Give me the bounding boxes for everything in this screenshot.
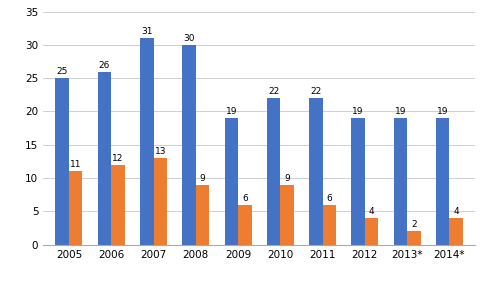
Text: 30: 30 [183, 34, 195, 43]
Text: 9: 9 [200, 174, 205, 183]
Text: 19: 19 [226, 107, 237, 116]
Bar [55, 78, 69, 245]
Text: 6: 6 [242, 194, 248, 203]
Bar [69, 171, 83, 245]
Bar [111, 165, 125, 245]
Bar [449, 218, 463, 245]
Bar [267, 98, 280, 245]
Text: 4: 4 [369, 207, 374, 216]
Text: 19: 19 [352, 107, 364, 116]
Text: 4: 4 [454, 207, 459, 216]
Bar [365, 218, 378, 245]
Bar [196, 185, 209, 245]
Bar [225, 118, 238, 245]
Bar [309, 98, 323, 245]
Bar [238, 205, 252, 245]
Text: 11: 11 [70, 160, 82, 169]
Text: 19: 19 [395, 107, 406, 116]
Bar [407, 232, 420, 245]
Text: 22: 22 [268, 87, 279, 96]
Text: 12: 12 [112, 154, 124, 163]
Bar [98, 71, 111, 245]
Text: 26: 26 [99, 60, 110, 69]
Bar [182, 45, 196, 245]
Text: 19: 19 [437, 107, 448, 116]
Text: 6: 6 [326, 194, 332, 203]
Bar [323, 205, 336, 245]
Bar [154, 158, 167, 245]
Text: 22: 22 [310, 87, 322, 96]
Text: 13: 13 [155, 147, 166, 156]
Bar [140, 38, 154, 245]
Bar [394, 118, 407, 245]
Bar [351, 118, 365, 245]
Text: 9: 9 [284, 174, 290, 183]
Bar [436, 118, 449, 245]
Bar [280, 185, 294, 245]
Text: 25: 25 [57, 67, 68, 76]
Text: 2: 2 [411, 221, 417, 230]
Text: 31: 31 [141, 27, 153, 36]
